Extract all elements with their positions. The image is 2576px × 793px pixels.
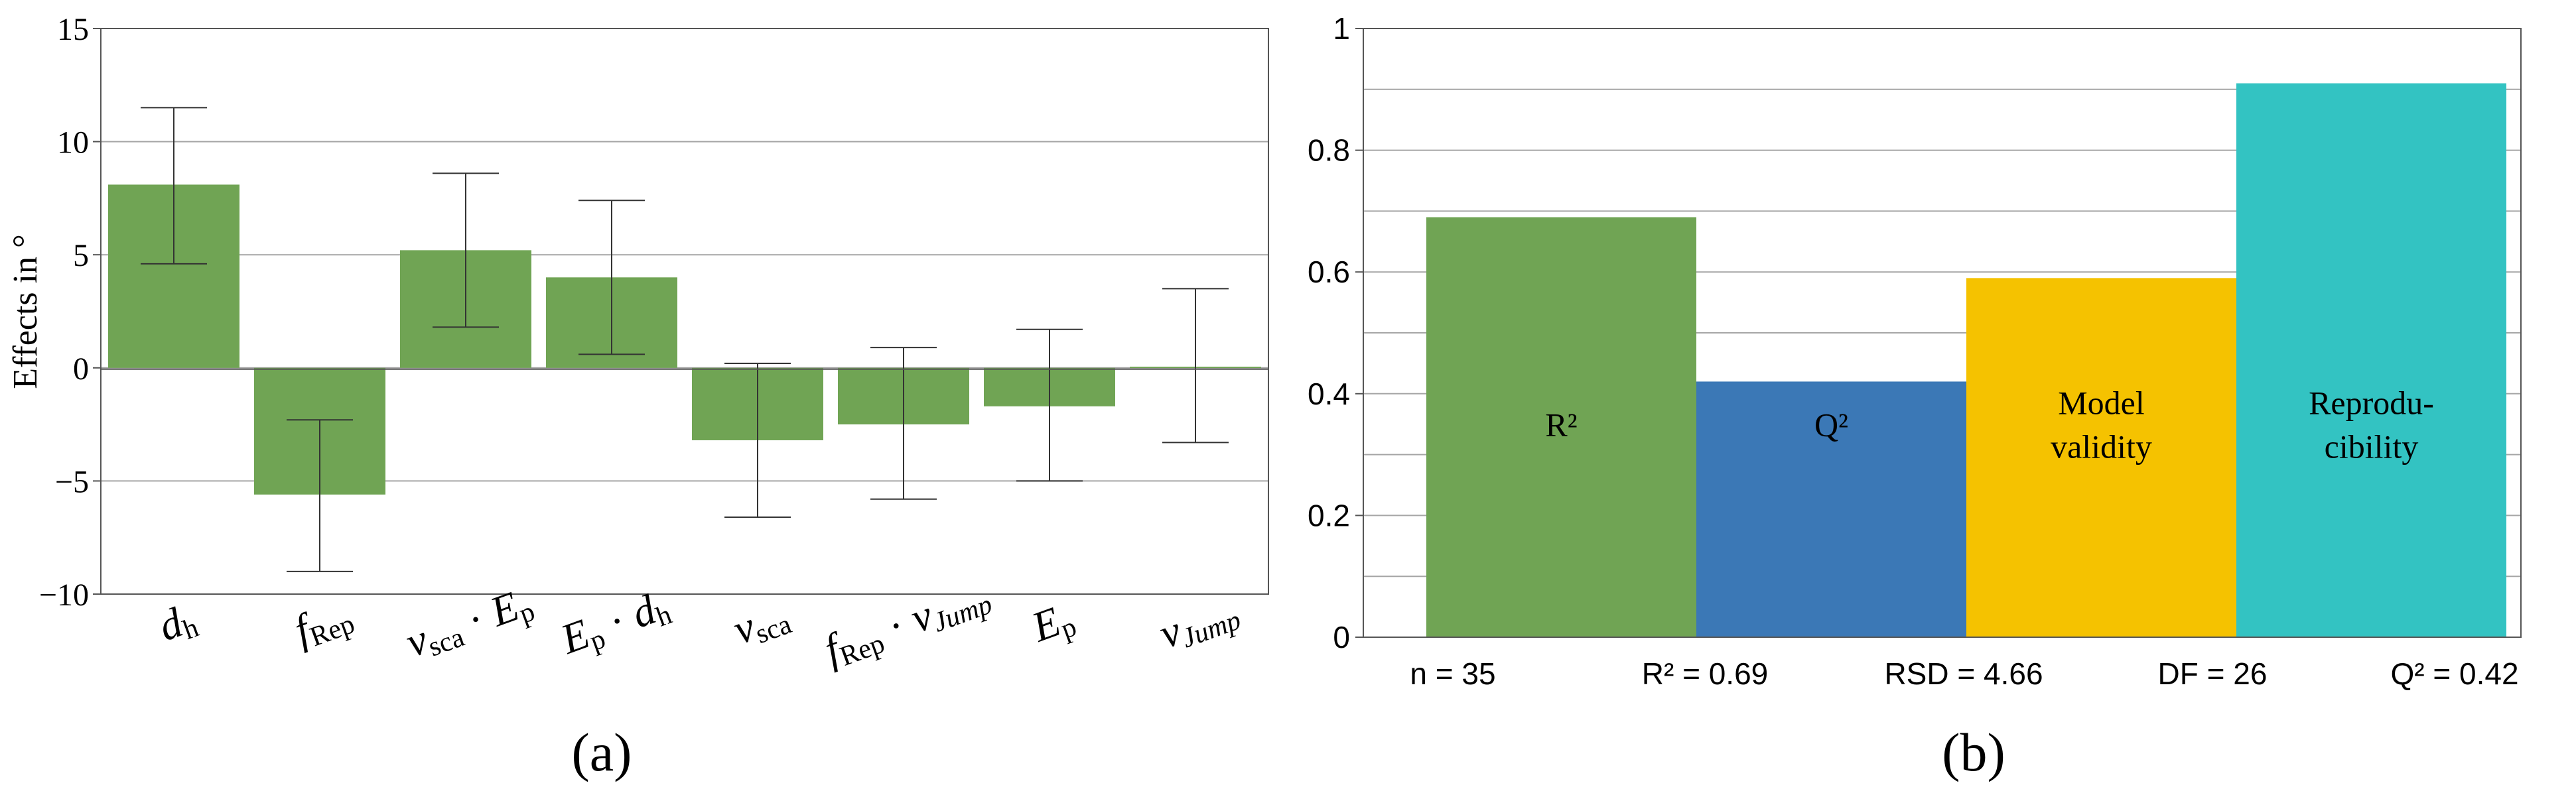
svg-text:fRep · νJump: fRep · νJump xyxy=(818,570,996,676)
x-tick-label: fRep · νJump xyxy=(818,570,996,676)
bar xyxy=(1426,217,1696,638)
y-tick-label: −5 xyxy=(55,464,89,499)
statistic-label: Q² = 0.42 xyxy=(2390,656,2518,691)
panel-b-plot-frame xyxy=(1363,28,2522,638)
svg-text:νsca: νsca xyxy=(727,590,795,656)
y-tick-label: 0.6 xyxy=(1308,255,1350,289)
x-tick-label: Ep xyxy=(1025,593,1080,654)
bar xyxy=(1696,381,1966,637)
bar xyxy=(1966,278,2236,637)
svg-text:Ep: Ep xyxy=(1025,593,1080,654)
panel-b-statistics: n = 35 R² = 0.69 RSD = 4.66 DF = 26 Q² = 0.4… xyxy=(1410,656,2518,691)
panel-a-y-axis-label: Effects in ° xyxy=(7,234,44,389)
svg-text:dh: dh xyxy=(153,593,203,653)
y-tick-label: 10 xyxy=(57,125,89,160)
x-tick-label: dh xyxy=(153,593,203,653)
statistic-label: RSD = 4.66 xyxy=(1884,656,2043,691)
statistic-label: DF = 26 xyxy=(2158,656,2268,691)
y-tick-label: 0.8 xyxy=(1308,133,1350,168)
panel-a-bars xyxy=(108,184,1261,495)
bar-label: Reprodu-cibility xyxy=(2309,385,2434,465)
panel-b-caption: (b) xyxy=(1942,722,2005,782)
y-tick-label: 0.4 xyxy=(1308,377,1350,411)
bar-label: R² xyxy=(1545,406,1577,444)
y-tick-label: 0 xyxy=(73,351,89,387)
panel-b: 0 0.2 0.4 0.6 0.8 1 R² Q² Model validity Reprodu-… xyxy=(1308,11,2522,782)
panel-a: 15 10 5 0 −5 −10 dh fRep νsca · Ep Ep · dh νsca fR… xyxy=(7,12,1269,782)
y-tick-label: 1 xyxy=(1333,11,1350,46)
bar xyxy=(2236,83,2506,638)
panel-b-y-ticks: 0 0.2 0.4 0.6 0.8 1 xyxy=(1308,11,1363,654)
statistic-label: n = 35 xyxy=(1410,656,1495,691)
x-tick-label: νsca · Ep xyxy=(400,578,539,669)
y-tick-label: 0 xyxy=(1333,620,1350,654)
panel-a-error-bars xyxy=(141,107,1229,572)
panel-b-bars xyxy=(1426,83,2506,638)
y-tick-label: 5 xyxy=(73,238,89,273)
svg-text:fRep: fRep xyxy=(288,590,358,657)
x-tick-label: fRep xyxy=(288,590,358,657)
y-tick-label: 15 xyxy=(57,12,89,47)
panel-a-caption: (a) xyxy=(571,722,632,782)
bar-label: Model validity xyxy=(2051,385,2152,465)
svg-text:Ep · dh: Ep · dh xyxy=(554,581,675,666)
x-tick-label: Ep · dh xyxy=(554,581,675,666)
panel-b-bar-labels: R² Q² Model validity Reprodu-cibility xyxy=(1545,385,2434,465)
x-tick-label: νJump xyxy=(1153,586,1245,660)
panel-a-x-tick-labels: dh fRep νsca · Ep Ep · dh νsca fRep · νJump Ep… xyxy=(153,570,1245,676)
y-tick-label: 0.2 xyxy=(1308,498,1350,532)
x-tick-label: νsca xyxy=(727,590,795,656)
panel-a-plot-frame xyxy=(100,28,1269,595)
bar-label: Q² xyxy=(1814,406,1848,444)
y-tick-label: −10 xyxy=(39,578,89,613)
svg-text:νsca · Ep: νsca · Ep xyxy=(400,578,539,669)
svg-text:νJump: νJump xyxy=(1153,586,1245,660)
statistic-label: R² = 0.69 xyxy=(1642,656,1769,691)
panel-a-y-ticks: 15 10 5 0 −5 −10 xyxy=(39,12,101,613)
